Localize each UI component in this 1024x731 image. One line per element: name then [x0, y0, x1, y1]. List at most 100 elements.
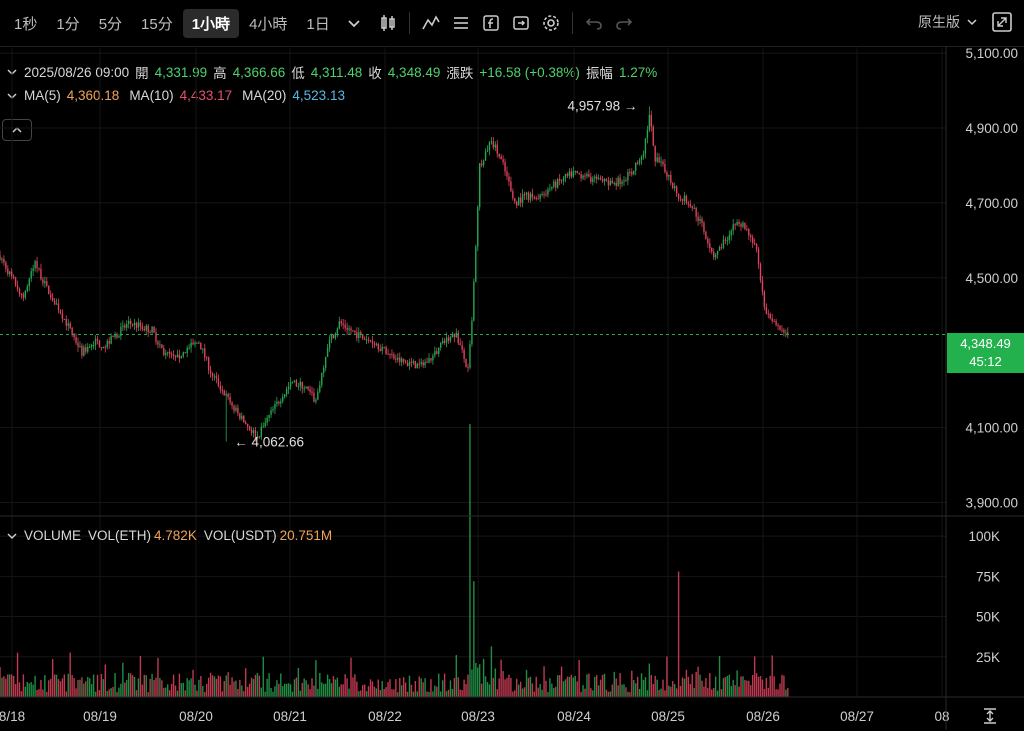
- volume-bar: [272, 691, 274, 697]
- candle-body: [658, 157, 660, 163]
- candle-body: [387, 353, 389, 355]
- candle-body: [705, 232, 707, 239]
- candle-body: [557, 178, 559, 188]
- volume-bar: [133, 676, 136, 697]
- volume-bar: [153, 680, 155, 697]
- volume-bar: [414, 681, 417, 697]
- volume-bar: [139, 655, 142, 697]
- chevron-down-icon[interactable]: [339, 8, 369, 38]
- settings-list-icon[interactable]: [446, 8, 476, 38]
- gear-icon[interactable]: [536, 8, 566, 38]
- volume-bar: [223, 681, 225, 697]
- timeframe-5[interactable]: 4小時: [249, 15, 288, 33]
- candle-body: [135, 322, 138, 328]
- vol-eth-value: 4.782K: [154, 528, 197, 543]
- timeframe-4[interactable]: 1小時: [182, 8, 240, 38]
- volume-bar: [114, 672, 116, 697]
- candle-body: [176, 354, 179, 358]
- chevron-down-icon[interactable]: [6, 530, 18, 542]
- volume-bar: [605, 689, 608, 697]
- candle-body: [695, 207, 697, 217]
- candle-body: [535, 197, 537, 199]
- candle-body: [629, 171, 631, 173]
- candle-body: [691, 206, 693, 209]
- volume-bar: [295, 677, 298, 697]
- ohlc-datetime: 2025/08/26 09:00: [24, 64, 130, 80]
- volume-bar: [358, 691, 360, 697]
- redo-icon[interactable]: [609, 8, 639, 38]
- low-label: 低: [291, 66, 305, 81]
- volume-bar: [350, 657, 352, 697]
- volume-bar: [633, 679, 635, 697]
- timeframe-6[interactable]: 1日: [306, 15, 330, 33]
- candle-body: [701, 218, 703, 223]
- volume-bar: [506, 677, 508, 697]
- volume-bar: [217, 675, 220, 697]
- candle-body: [471, 320, 473, 345]
- volume-bar: [176, 690, 179, 697]
- axis-scale-icon[interactable]: [980, 706, 1000, 726]
- change-value: +16.58 (+0.38%): [479, 64, 580, 80]
- candle-body: [761, 280, 764, 292]
- candle-body: [707, 238, 709, 244]
- volume-bar: [547, 692, 549, 697]
- volume-bar: [670, 686, 672, 697]
- volume-bar: [332, 676, 335, 697]
- volume-bar: [254, 674, 257, 697]
- volume-bar: [204, 691, 206, 697]
- volume-bar: [340, 684, 342, 697]
- candle-body: [465, 358, 467, 368]
- volume-bar: [482, 658, 485, 697]
- timeframe-3[interactable]: 15分: [141, 15, 173, 33]
- volume-bar: [42, 689, 44, 697]
- candle-body: [397, 357, 399, 360]
- volume-bar: [699, 674, 701, 697]
- candle-type-icon[interactable]: [373, 8, 403, 38]
- ma10-value: 4,433.17: [179, 88, 233, 103]
- candle-body: [399, 357, 401, 363]
- volume-bar: [502, 671, 504, 697]
- indicators-icon[interactable]: [416, 8, 446, 38]
- candle-body: [785, 332, 787, 334]
- candle-body: [94, 338, 97, 345]
- candle-body: [510, 181, 512, 192]
- candle-body: [110, 336, 112, 344]
- volume-bar: [262, 656, 264, 697]
- candlestick-chart[interactable]: 5,100.00 4,900.00 4,700.00 4,500.00 4,100.00…: [0, 46, 1024, 730]
- candle-body: [496, 144, 498, 154]
- price-tick-label: 3,900.00: [965, 496, 1018, 511]
- volume-bar: [674, 684, 676, 697]
- candle-body: [20, 293, 23, 295]
- candle-body: [324, 356, 327, 368]
- function-icon[interactable]: [476, 8, 506, 38]
- volume-bar: [732, 680, 734, 697]
- undo-icon[interactable]: [579, 8, 609, 38]
- timeframe-2[interactable]: 5分: [98, 15, 123, 33]
- timeframe-0[interactable]: 1秒: [14, 15, 38, 33]
- candle-body: [256, 436, 259, 438]
- volume-bar: [301, 682, 303, 697]
- volume-bar: [570, 674, 573, 697]
- volume-bar: [120, 683, 122, 697]
- volume-bar: [430, 679, 432, 697]
- candle-body: [584, 175, 586, 177]
- candle-body: [709, 243, 711, 249]
- volume-bar: [707, 687, 709, 697]
- timeframe-1[interactable]: 1分: [56, 15, 80, 33]
- candle-body: [295, 380, 298, 387]
- replay-icon[interactable]: [506, 8, 536, 38]
- candle-body: [443, 340, 446, 343]
- volume-bar: [447, 689, 450, 697]
- volume-bar: [424, 678, 426, 697]
- candle-body: [635, 162, 637, 171]
- volume-bar: [67, 673, 69, 697]
- candle-body: [239, 413, 241, 419]
- candle-body: [79, 345, 81, 347]
- volume-bar: [246, 686, 249, 697]
- candle-body: [389, 353, 391, 355]
- volume-bar: [519, 681, 522, 697]
- volume-bar: [695, 671, 697, 697]
- layout-selector[interactable]: 原生版: [918, 12, 978, 32]
- volume-bar: [486, 682, 489, 697]
- fullscreen-icon[interactable]: [990, 10, 1014, 34]
